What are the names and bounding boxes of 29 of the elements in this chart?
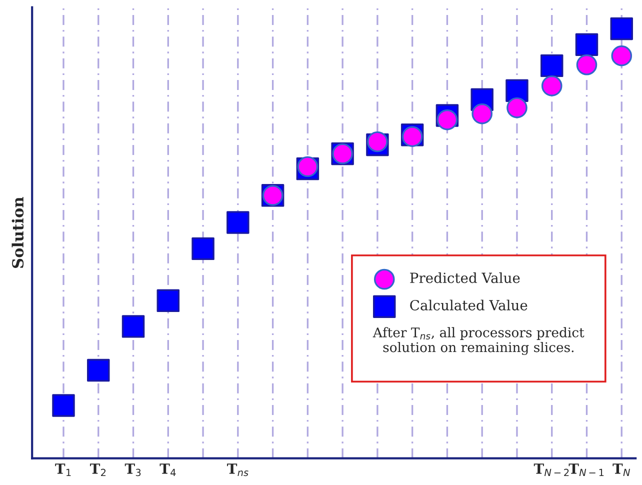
x-tick-label: T$_{1}$ <box>55 464 71 476</box>
point <box>611 45 632 66</box>
point <box>226 211 250 234</box>
point <box>436 109 458 130</box>
y-axis-title: Solution <box>12 197 24 268</box>
point <box>472 103 492 124</box>
x-tick-label: T$_{4}$ <box>160 464 176 476</box>
x-tick-label: T$_{N−2}$ <box>534 464 569 476</box>
point <box>192 237 214 260</box>
point <box>52 394 75 417</box>
x-tick-label: T$_{2}$ <box>90 464 106 476</box>
x-tick-label: T$_{ns}$ <box>227 464 248 476</box>
point <box>122 315 145 338</box>
annotation: After T$_{ns}$, all processors predict solution on remaining slices. <box>372 327 584 355</box>
point <box>541 75 562 96</box>
point <box>610 17 633 40</box>
x-tick-label: T$_{N}$ <box>612 464 630 476</box>
x-tick-label: T$_{3}$ <box>124 464 141 476</box>
point <box>575 33 598 56</box>
legend-label: Predicted Value <box>410 272 520 284</box>
point <box>576 54 598 76</box>
x-tick-label: T$_{N−1}$ <box>568 464 604 476</box>
point <box>506 97 528 118</box>
legend-label: Calculated Value <box>410 300 528 310</box>
point <box>506 79 528 102</box>
point <box>87 358 110 382</box>
point <box>540 54 564 78</box>
point <box>367 131 388 152</box>
point <box>156 289 180 312</box>
